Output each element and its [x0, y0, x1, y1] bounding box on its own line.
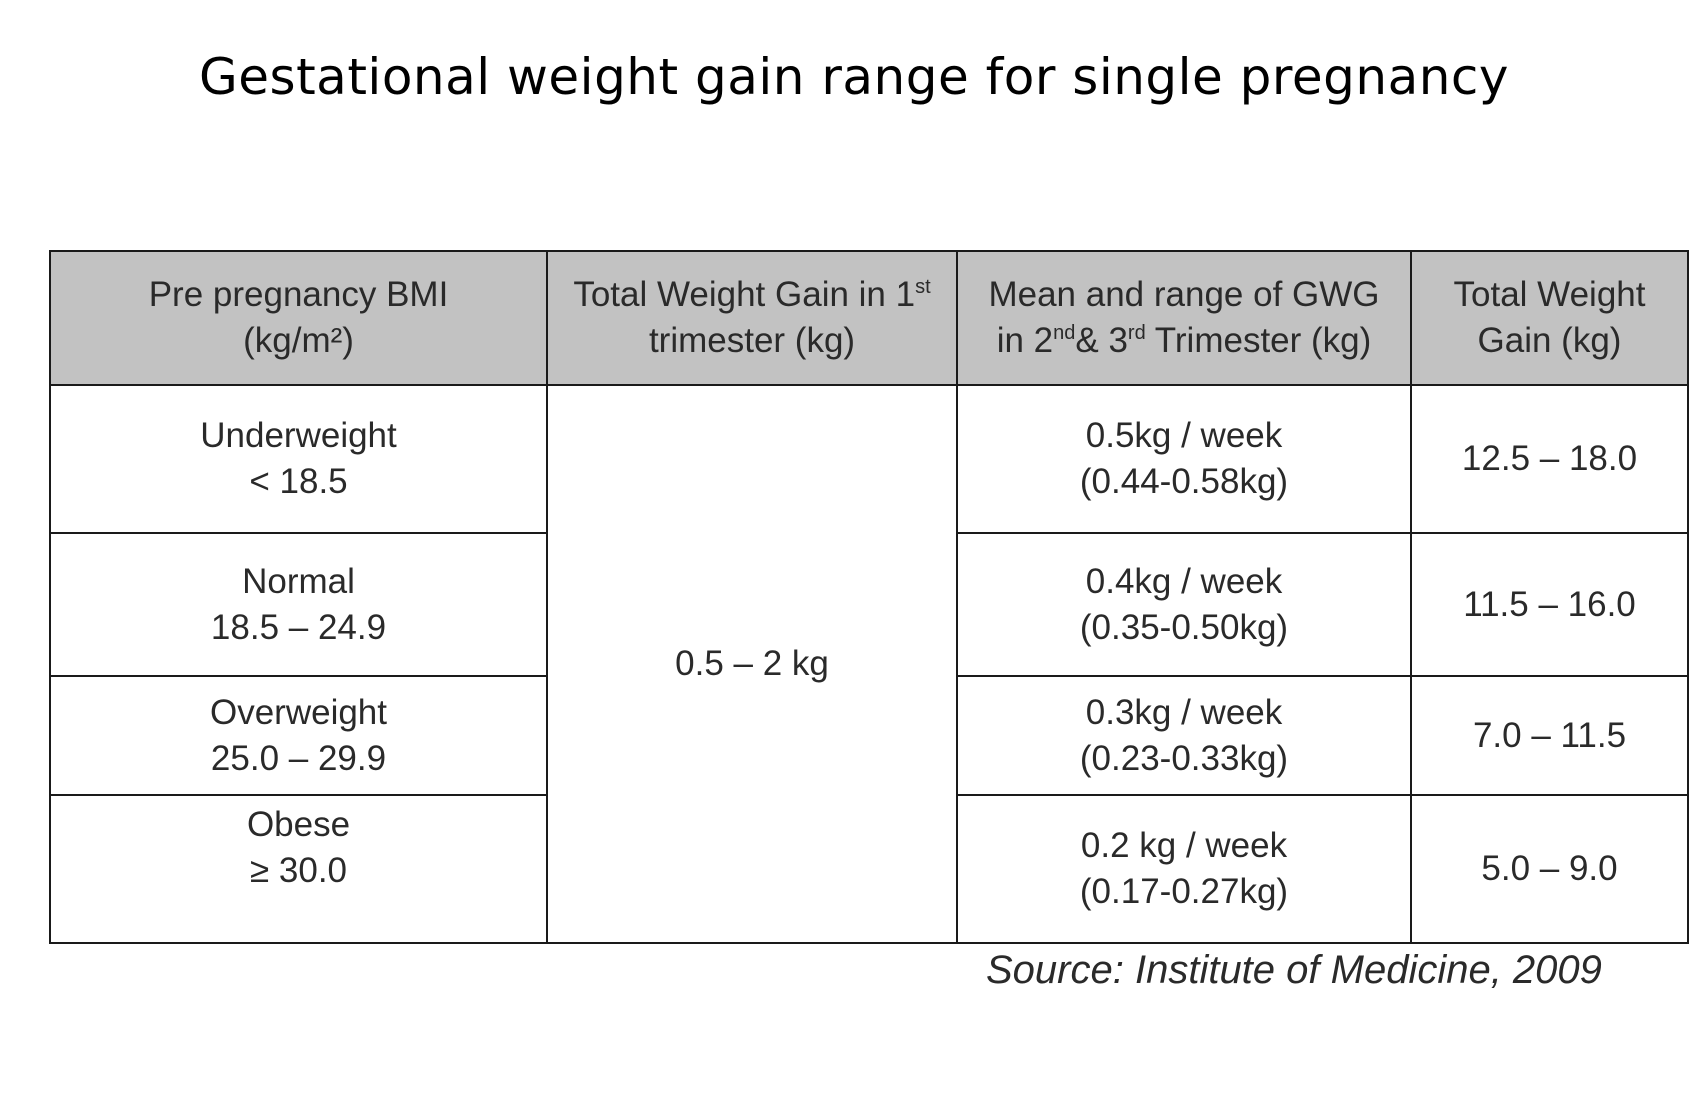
gwg-rate: 0.3kg / week — [1085, 692, 1283, 732]
header-gwg-text-b: & 3 — [1075, 321, 1128, 360]
first-trimester-cell: 0.5 – 2 kg — [546, 384, 958, 944]
bmi-cell: Underweight < 18.5 — [49, 384, 548, 534]
bmi-category: Overweight — [209, 692, 388, 732]
header-bmi: Pre pregnancy BMI (kg/m²) — [49, 250, 548, 386]
table-row: Overweight 25.0 – 29.9 0.3kg / week (0.2… — [49, 675, 1689, 796]
header-first-trimester-line2: trimester (kg) — [648, 321, 856, 360]
gwg-rate-range: (0.17-0.27kg) — [1079, 872, 1289, 911]
gwg-rate: 0.2 kg / week — [1080, 826, 1288, 865]
gwg-cell: 0.2 kg / week (0.17-0.27kg) — [956, 794, 1412, 944]
table-row: Obese ≥ 30.0 0.2 kg / week (0.17-0.27kg)… — [49, 794, 1689, 944]
gwg-rate: 0.4kg / week — [1085, 561, 1283, 601]
total-cell: 12.5 – 18.0 — [1410, 384, 1689, 534]
table-row: Underweight < 18.5 0.5 – 2 kg 0.5kg / we… — [49, 384, 1689, 944]
bmi-range: 18.5 – 24.9 — [210, 607, 387, 647]
header-total-line2: Gain (kg) — [1477, 321, 1622, 360]
gwg-rate-range: (0.44-0.58kg) — [1079, 462, 1289, 501]
total-cell: 11.5 – 16.0 — [1410, 532, 1689, 677]
bmi-cell: Normal 18.5 – 24.9 — [49, 532, 548, 677]
total-cell: 7.0 – 11.5 — [1410, 675, 1689, 796]
header-first-trimester-text: Total Weight Gain in 1 — [573, 275, 916, 314]
bmi-category: Underweight — [200, 416, 397, 455]
gwg-cell: 0.5kg / week (0.44-0.58kg) — [956, 384, 1412, 534]
bmi-category: Obese — [246, 805, 351, 844]
weight-gain-table: Pre pregnancy BMI (kg/m²) Total Weight G… — [49, 250, 1689, 944]
gwg-rate-range: (0.35-0.50kg) — [1079, 607, 1289, 647]
gwg-rate-range: (0.23-0.33kg) — [1079, 738, 1289, 778]
header-gwg-text-a: in 2 — [996, 321, 1054, 360]
bmi-range: 25.0 – 29.9 — [210, 738, 387, 778]
header-gwg-line2: in 2nd& 3rd Trimester (kg) — [968, 318, 1400, 364]
total-value: 12.5 – 18.0 — [1461, 439, 1638, 478]
gwg-rate: 0.5kg / week — [1085, 416, 1283, 455]
bmi-range: < 18.5 — [249, 462, 348, 501]
header-first-trimester-line1: Total Weight Gain in 1st — [558, 272, 946, 318]
header-gwg-sup-rd: rd — [1127, 322, 1146, 344]
header-first-trimester-sup: st — [915, 276, 931, 298]
bmi-category: Normal — [242, 561, 355, 601]
total-cell: 5.0 – 9.0 — [1410, 794, 1689, 944]
total-value: 5.0 – 9.0 — [1481, 849, 1618, 888]
bmi-cell: Obese ≥ 30.0 — [49, 794, 548, 944]
gwg-cell: 0.3kg / week (0.23-0.33kg) — [956, 675, 1412, 796]
header-total: Total Weight Gain (kg) — [1410, 250, 1689, 386]
source-citation: Source: Institute of Medicine, 2009 — [986, 948, 1602, 992]
total-value: 7.0 – 11.5 — [1472, 715, 1627, 755]
header-gwg-text-c: Trimester (kg) — [1145, 321, 1372, 360]
header-gwg: Mean and range of GWG in 2nd& 3rd Trimes… — [956, 250, 1412, 386]
bmi-range: ≥ 30.0 — [249, 851, 348, 890]
header-row: Pre pregnancy BMI (kg/m²) Total Weight G… — [49, 250, 1689, 386]
header-bmi-line2: (kg/m²) — [243, 321, 354, 360]
slide-title: Gestational weight gain range for single… — [199, 48, 1509, 106]
total-value: 11.5 – 16.0 — [1463, 584, 1636, 624]
header-bmi-line1: Pre pregnancy BMI — [148, 275, 449, 314]
gwg-cell: 0.4kg / week (0.35-0.50kg) — [956, 532, 1412, 677]
header-gwg-line1: Mean and range of GWG — [988, 275, 1380, 314]
first-trimester-value: 0.5 – 2 kg — [675, 644, 829, 683]
header-gwg-sup-nd: nd — [1053, 322, 1076, 344]
bmi-cell: Overweight 25.0 – 29.9 — [49, 675, 548, 796]
header-first-trimester: Total Weight Gain in 1st trimester (kg) — [546, 250, 958, 386]
table-row: Normal 18.5 – 24.9 0.4kg / week (0.35-0.… — [49, 532, 1689, 677]
header-total-line1: Total Weight — [1453, 275, 1646, 314]
